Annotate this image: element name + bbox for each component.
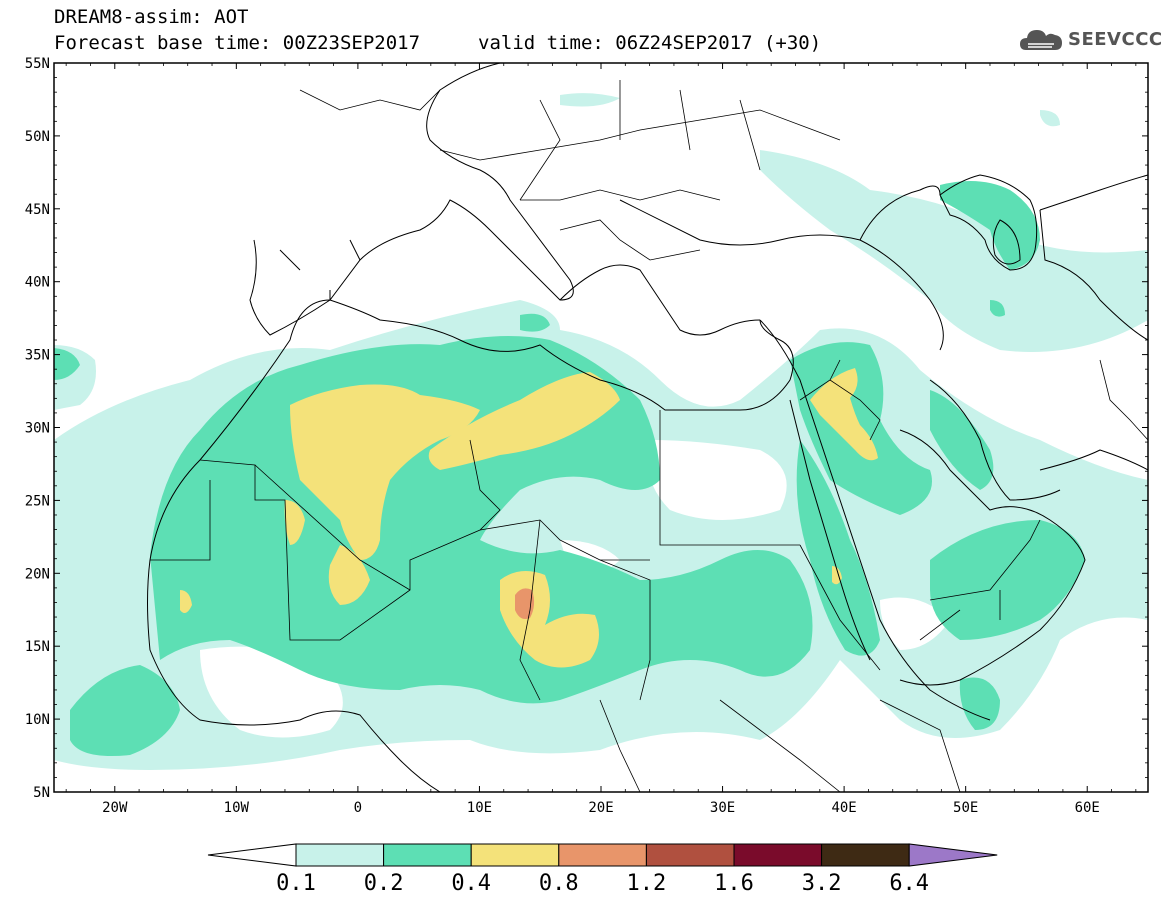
lat-label: 40N [25,275,50,291]
lat-label: 45N [25,202,50,218]
colorbar-label: 6.4 [889,871,929,896]
lat-label: 5N [33,785,50,801]
colorbar-label: 1.2 [627,871,667,896]
lon-label: 0 [354,800,362,816]
colorbar-label: 0.4 [451,871,491,896]
lon-label: 40E [831,800,856,816]
axis-ticks [54,62,1148,793]
lon-label: 60E [1075,800,1100,816]
colorbar-label: 0.8 [539,871,579,896]
aot-level-0.8 [515,588,535,619]
lat-label: 25N [25,493,50,509]
colorbar-segment [295,843,385,867]
colorbar-labels: 0.1 0.2 0.4 0.8 1.2 1.6 3.2 6.4 [276,871,929,896]
lat-label: 15N [25,639,50,655]
lon-label: 50E [953,800,978,816]
aot-level-0.4 [180,368,878,668]
cloud-icon [1020,30,1062,50]
coastlines [147,63,1148,792]
colorbar-segment [733,843,823,867]
colorbar-upper-extension [908,843,998,867]
lon-label: 10W [224,800,250,816]
lat-label: 30N [25,421,50,437]
lon-label: 20E [588,800,613,816]
lat-label: 10N [25,712,50,728]
lat-label: 50N [25,129,50,145]
lat-label: 55N [25,56,50,72]
colorbar-segment [558,843,647,867]
colorbar-lower-extension [207,843,297,867]
logo-text: SEEVCCC [1068,28,1163,50]
forecast-base-time: Forecast base time: 00Z23SEP2017 [54,32,421,54]
lat-label: 35N [25,348,50,364]
colorbar-label: 1.6 [714,871,754,896]
axis-labels: 55N 50N 45N 40N 35N 30N 25N 20N 15N 10N 5N 20W 10W 0 1… [25,56,1100,816]
lat-label: 20N [25,566,50,582]
colorbar-segment [645,843,735,867]
aot-fields [54,93,1148,770]
political-borders [150,80,1148,792]
lon-label: 20W [102,800,128,816]
seevccc-logo: SEEVCCC [1018,24,1163,54]
lon-label: 10E [467,800,492,816]
colorbar-segment [383,843,472,867]
colorbar-label: 3.2 [802,871,842,896]
lon-label: 30E [710,800,735,816]
valid-time: valid time: 06Z24SEP2017 (+30) [478,32,822,54]
colorbar-label: 0.1 [276,871,316,896]
colorbar-segment [821,843,910,867]
colorbar-segment [470,843,560,867]
colorbar [207,843,998,867]
colorbar-label: 0.2 [364,871,404,896]
map-title: DREAM8-assim: AOT [54,6,249,28]
